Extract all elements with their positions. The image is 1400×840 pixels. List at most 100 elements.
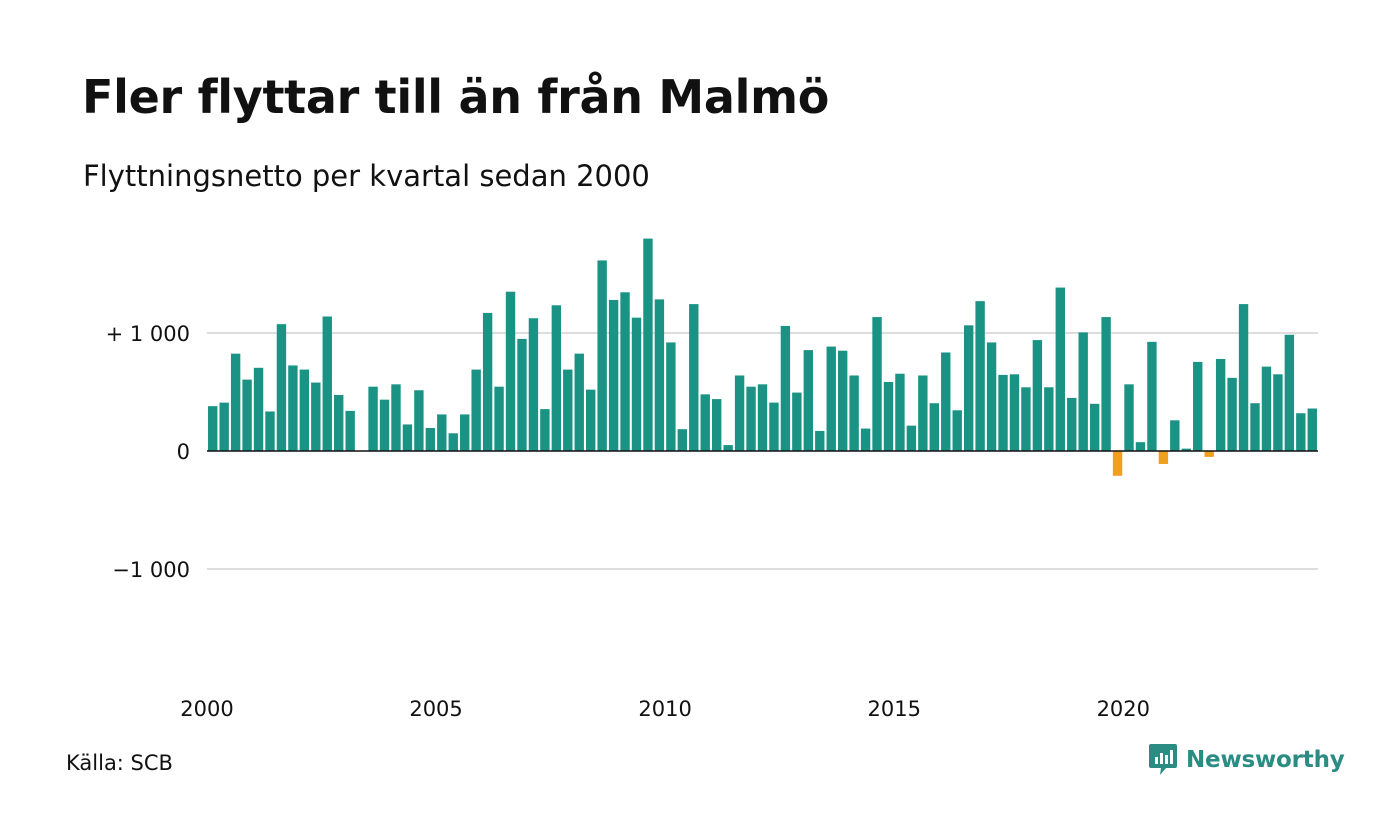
- bar: [1055, 287, 1065, 451]
- bar: [860, 428, 871, 451]
- x-tick-label: 2015: [867, 697, 920, 721]
- bar: [1135, 442, 1146, 451]
- bar: [322, 316, 332, 451]
- chart-subtitle: Flyttningsnetto per kvartal sedan 2000: [83, 159, 650, 193]
- bar: [586, 389, 596, 451]
- bar: [769, 402, 779, 451]
- bar: [1170, 420, 1180, 451]
- bar: [1238, 304, 1249, 451]
- bar: [1215, 358, 1226, 451]
- bar: [230, 353, 241, 451]
- bar: [1296, 413, 1306, 451]
- bar: [1273, 374, 1283, 451]
- bar: [643, 238, 653, 451]
- bar: [1227, 377, 1237, 451]
- bar: [379, 399, 390, 451]
- bar: [1078, 332, 1088, 451]
- bar: [311, 382, 321, 451]
- bar: [563, 369, 573, 451]
- bar: [334, 394, 344, 451]
- bar: [345, 410, 355, 451]
- bar: [299, 369, 310, 451]
- bar: [414, 390, 424, 451]
- bar: [757, 384, 768, 451]
- bar: [1250, 403, 1260, 451]
- bar: [1261, 366, 1272, 451]
- axes: + 1 000 0 −1 000 2000 2005 2010 2015 2020: [106, 322, 1318, 721]
- bar: [1089, 403, 1100, 451]
- bar: [1101, 317, 1111, 451]
- bar: [391, 384, 401, 451]
- bar: [1181, 448, 1191, 451]
- gridlines: [207, 332, 1318, 570]
- bar: [540, 409, 550, 451]
- bars: [208, 238, 1317, 476]
- x-tick-label: 2010: [638, 697, 691, 721]
- bar: [849, 375, 859, 451]
- bar: [242, 379, 252, 451]
- bar: [952, 410, 962, 451]
- x-tick-label: 2020: [1097, 697, 1150, 721]
- bar: [963, 325, 974, 451]
- bar: [574, 353, 584, 451]
- bar: [219, 402, 229, 451]
- bar: [872, 317, 882, 451]
- bar: [837, 350, 848, 451]
- bar: [551, 305, 562, 451]
- bar: [1032, 340, 1043, 451]
- bar: [402, 424, 413, 451]
- bar: [1147, 341, 1157, 451]
- bar: [815, 430, 825, 451]
- bar: [941, 352, 951, 451]
- bar: [1112, 451, 1123, 476]
- bar: [780, 325, 791, 451]
- bar: [723, 445, 733, 451]
- bar: [986, 342, 997, 451]
- bar: [826, 346, 836, 451]
- x-tick-label: 2000: [180, 697, 233, 721]
- bar: [654, 299, 665, 451]
- bar: [998, 374, 1008, 451]
- bar: [608, 299, 619, 451]
- bar: [734, 375, 745, 451]
- bar: [620, 292, 630, 451]
- newsworthy-icon: [1149, 744, 1177, 775]
- bar: [471, 369, 481, 451]
- bar: [265, 411, 275, 451]
- bar: [929, 403, 939, 451]
- bar: [711, 399, 722, 451]
- bar: [276, 324, 287, 451]
- bar: [1067, 397, 1077, 451]
- bar: [517, 338, 527, 451]
- bar: [1009, 374, 1020, 451]
- bar: [494, 386, 504, 451]
- bar: [1204, 451, 1214, 457]
- bar: [505, 291, 516, 451]
- bar: [700, 394, 710, 451]
- bar: [803, 350, 814, 451]
- bar: [368, 386, 378, 451]
- bar: [1044, 387, 1054, 451]
- bar: [1307, 408, 1317, 451]
- brand-logo[interactable]: Newsworthy: [1148, 742, 1345, 778]
- bar: [1021, 387, 1031, 451]
- y-tick-label: 0: [177, 440, 190, 464]
- bar: [1284, 334, 1295, 451]
- bar: [746, 386, 756, 451]
- bar: [288, 365, 298, 451]
- bar: [906, 425, 917, 451]
- bar: [1158, 451, 1169, 464]
- bar: [975, 301, 985, 451]
- bar: [253, 367, 264, 451]
- bar: [528, 318, 539, 451]
- bar: [792, 392, 802, 451]
- bar: [689, 304, 699, 451]
- bar: [460, 414, 470, 451]
- bar: [918, 375, 928, 451]
- y-tick-label: + 1 000: [106, 322, 190, 346]
- bar: [1193, 361, 1203, 451]
- bar: [425, 427, 436, 451]
- brand-name: Newsworthy: [1186, 747, 1345, 773]
- bar: [883, 381, 894, 451]
